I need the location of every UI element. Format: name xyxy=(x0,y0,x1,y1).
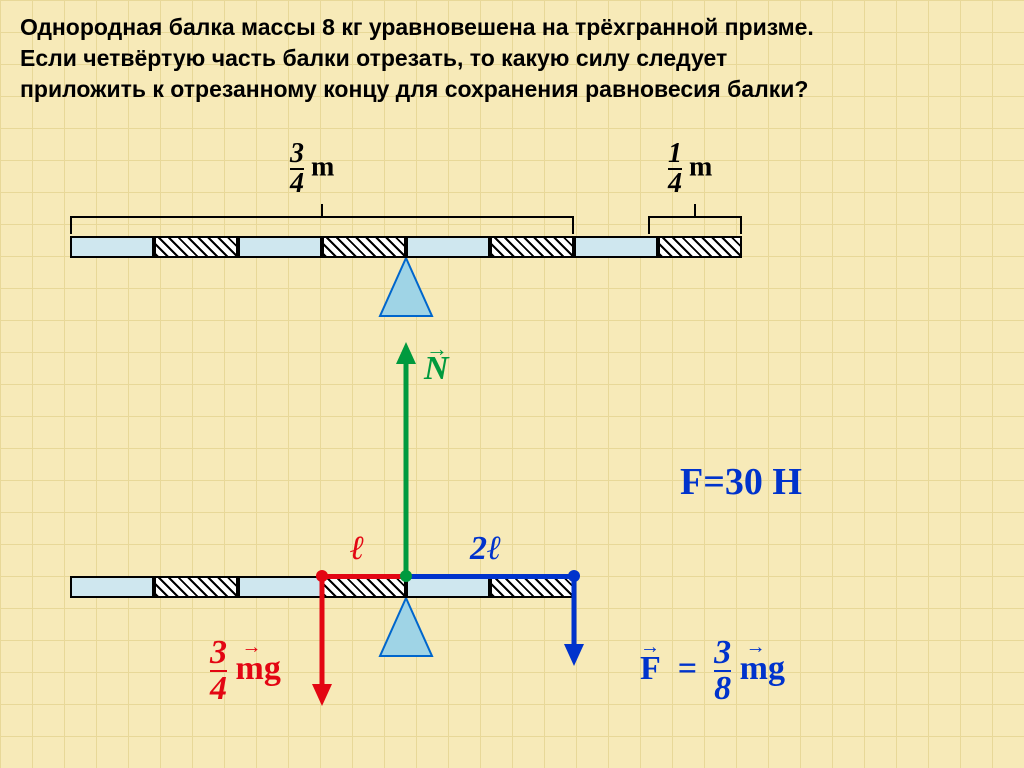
beam-seg xyxy=(238,576,322,598)
beam-seg xyxy=(490,236,574,258)
bottom-fulcrum xyxy=(376,598,436,660)
beam-seg xyxy=(70,236,154,258)
lever-red xyxy=(322,574,406,579)
beam-seg xyxy=(574,236,658,258)
beam-seg xyxy=(238,236,322,258)
beam-seg xyxy=(322,576,406,598)
beam-seg xyxy=(70,576,154,598)
beam-seg xyxy=(154,236,238,258)
lever-2l-label: 2ℓ xyxy=(470,530,502,568)
beam-seg xyxy=(322,236,406,258)
beam-seg xyxy=(406,576,490,598)
problem-line3: приложить к отрезанному концу для сохран… xyxy=(20,76,808,102)
brace-3-4-label: 34 m xyxy=(290,140,334,198)
dot-center xyxy=(400,570,412,582)
problem-line2: Если четвёртую часть балки отрезать, то … xyxy=(20,45,727,71)
force-F-equation: F→ = 38 mg→ xyxy=(640,636,785,706)
problem-statement: Однородная балка массы 8 кг уравновешена… xyxy=(20,12,1004,105)
brace-1-4-label: 14 m xyxy=(668,140,712,198)
beam-seg xyxy=(658,236,742,258)
force-N-label: N→ xyxy=(424,350,449,388)
beam-seg xyxy=(154,576,238,598)
beam-seg xyxy=(490,576,574,598)
beam-seg xyxy=(406,236,490,258)
brace-1-4 xyxy=(648,216,742,232)
answer: F=30 Н xyxy=(680,460,802,504)
force-mg-label: 34 mg→ xyxy=(210,636,281,706)
lever-l-label: ℓ xyxy=(350,530,365,568)
problem-line1: Однородная балка массы 8 кг уравновешена… xyxy=(20,14,814,40)
lever-blue xyxy=(406,574,574,579)
grid-background xyxy=(0,0,1024,768)
top-beam xyxy=(70,236,742,258)
top-fulcrum-outline xyxy=(376,258,436,320)
brace-3-4 xyxy=(70,216,574,232)
